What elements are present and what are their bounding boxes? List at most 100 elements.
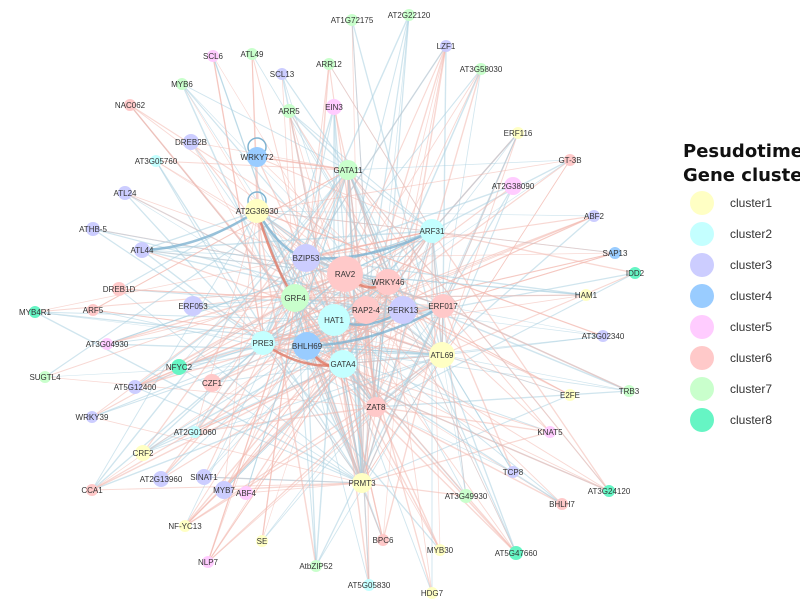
edge [190,141,349,171]
gene-node[interactable]: ERF017 [428,294,458,318]
gene-node[interactable]: AT2G13960 [140,471,183,487]
gene-node[interactable]: RAP2-4 [352,296,381,324]
edge [375,406,441,551]
gene-node[interactable]: TCP8 [503,466,524,478]
edge [256,156,349,171]
gene-node[interactable]: AT2G36930 [236,199,279,223]
node-circle [346,14,358,26]
gene-node[interactable]: AT2G22120 [388,9,431,21]
gene-node[interactable]: AT3G02340 [582,330,625,342]
gene-node[interactable]: WRKY39 [76,411,109,423]
gene-node[interactable]: DREB2B [175,134,207,150]
gene-node[interactable]: GRF4 [281,284,309,312]
gene-node[interactable]: ARR12 [316,58,342,70]
node-label: TRB3 [619,387,640,396]
gene-node[interactable]: SCL6 [203,50,224,62]
node-label: AtbZIP52 [299,562,333,571]
gene-node[interactable]: CZF1 [202,374,223,392]
gene-node[interactable]: HAM1 [575,289,598,301]
node-label: E2FE [560,391,580,400]
edge [134,342,264,388]
gene-node[interactable]: HAT1 [318,304,350,336]
gene-node[interactable]: AT3G04930 [86,338,129,350]
gene-node[interactable]: MYB7 [213,481,235,499]
gene-node[interactable]: MYB4R1 [19,306,52,318]
gene-node[interactable]: ATL49 [241,48,265,60]
gene-node[interactable]: ARR5 [278,104,300,118]
gene-node[interactable]: BZIP53 [292,244,320,272]
gene-node[interactable]: NFYC2 [166,359,193,375]
gene-node[interactable]: SUGTL4 [29,371,61,383]
gene-node[interactable]: AtbZIP52 [299,560,333,572]
gene-node[interactable]: ZAT8 [366,397,386,417]
gene-node[interactable]: AT2G38090 [492,177,535,195]
edge [92,169,349,311]
node-label: ARF31 [420,227,445,236]
edge [288,110,363,484]
gene-node[interactable]: WRKY72 [241,147,274,167]
gene-node[interactable]: SAP13 [603,247,628,259]
gene-node[interactable]: ATL44 [131,242,155,258]
gene-node[interactable]: BHLH7 [549,498,575,510]
gene-node[interactable]: SCL13 [270,68,295,80]
gene-node[interactable]: MYB6 [171,78,193,90]
node-label: ARR5 [278,107,300,116]
gene-node[interactable]: GATA11 [334,160,363,180]
gene-node[interactable]: ERF116 [504,127,533,139]
gene-node[interactable]: ARF31 [420,219,445,243]
gene-node[interactable]: ABF4 [236,486,257,500]
gene-node[interactable]: TRB3 [619,385,640,397]
gene-node[interactable]: ABF2 [584,210,605,222]
node-circle [39,371,51,383]
gene-node[interactable]: ERF053 [178,296,208,316]
gene-node[interactable]: ATL24 [114,186,138,200]
gene-node[interactable]: ATHB-5 [79,222,107,236]
gene-node[interactable]: ATL69 [429,342,455,368]
gene-node[interactable]: PERK13 [388,296,419,324]
gene-node[interactable]: LZF1 [437,40,456,52]
node-label: SINAT1 [190,473,218,482]
gene-node[interactable]: AT3G49930 [445,489,488,503]
gene-node[interactable]: BPC6 [373,534,394,546]
edge [106,297,296,345]
edge [441,354,514,473]
node-circle [189,426,201,438]
gene-node[interactable]: NAC062 [115,99,146,111]
gene-node[interactable]: NF-YC13 [168,520,202,532]
gene-node[interactable]: AT3G05760 [135,155,178,167]
edge [361,431,551,484]
gene-node[interactable]: GT-3B [558,154,582,166]
gene-node[interactable]: E2FE [560,389,580,401]
gene-node[interactable]: MYB30 [427,544,454,556]
edge [361,482,467,497]
gene-node[interactable]: CRF2 [133,445,154,461]
gene-node[interactable]: AT2G01060 [174,426,217,438]
gene-node[interactable]: IDD2 [626,267,645,279]
gene-node[interactable]: HDG7 [421,587,444,599]
edge [190,141,344,365]
gene-node[interactable]: PRE3 [251,331,275,355]
gene-node[interactable]: BHLH69 [292,332,323,360]
gene-node[interactable]: CCA1 [81,484,103,496]
edge [223,309,367,491]
gene-node[interactable]: AT5G05830 [348,579,391,591]
gene-node[interactable]: AT1G72175 [331,14,374,26]
gene-node[interactable]: AT3G58030 [460,63,503,75]
gene-node[interactable]: AT5G12400 [114,380,157,394]
gene-node[interactable]: RAV2 [327,256,363,292]
gene-node[interactable]: EIN3 [325,99,343,115]
node-circle [426,587,438,599]
gene-node[interactable]: SINAT1 [190,469,218,485]
gene-node[interactable]: DREB1D [103,282,136,296]
gene-node[interactable]: WRKY46 [372,269,405,295]
gene-node[interactable]: GATA4 [329,350,357,378]
gene-node[interactable]: AT5G47660 [495,546,538,560]
gene-node[interactable]: SE [256,535,268,547]
node-label: BHLH7 [549,500,575,509]
gene-node[interactable]: ARF5 [83,304,104,316]
edge [431,230,441,551]
gene-node[interactable]: AT3G24120 [588,485,631,497]
gene-node[interactable]: KNAT5 [537,426,563,438]
gene-node[interactable]: PRMT3 [348,473,376,493]
gene-node[interactable]: NLP7 [198,556,219,568]
